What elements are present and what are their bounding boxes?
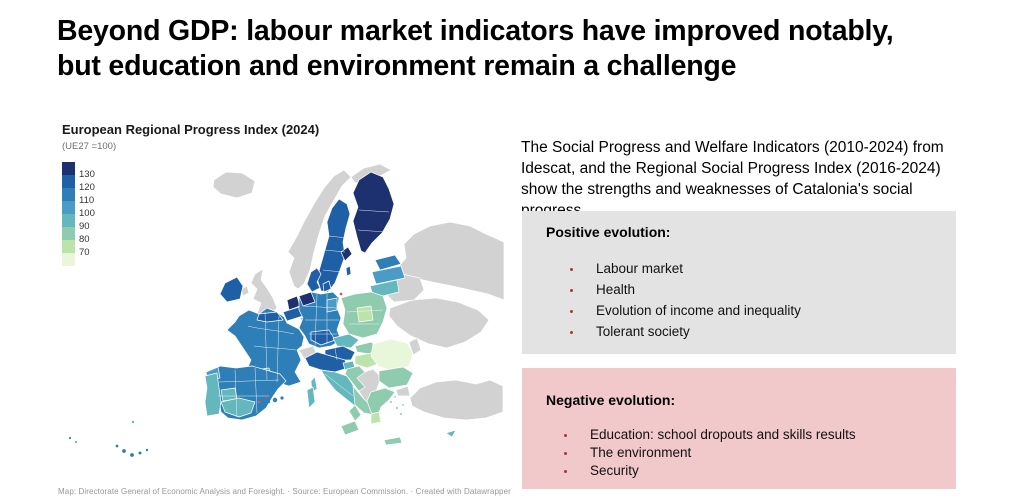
map-region-greek-islands xyxy=(394,396,396,398)
map-region-russia xyxy=(393,221,505,301)
map-region-greece xyxy=(366,387,396,419)
map-region-canary-islands xyxy=(122,449,126,453)
map-internal-borders xyxy=(218,209,390,418)
map-region-portugal xyxy=(204,372,222,417)
map-region-greece-south xyxy=(370,411,382,425)
map-region-estonia xyxy=(374,254,402,271)
list-item: Education: school dropouts and skills re… xyxy=(577,426,936,444)
map-region-sweden-stockholm xyxy=(340,246,353,262)
legend-swatch xyxy=(62,162,75,175)
map-region-denmark xyxy=(306,267,322,293)
map-region-northern-ireland xyxy=(240,285,250,297)
map-region-sardinia xyxy=(306,386,316,409)
legend-swatch xyxy=(62,253,75,266)
map-marker-dot xyxy=(264,395,268,399)
map-region-uk xyxy=(250,268,278,317)
legend-swatch xyxy=(62,227,75,240)
map-region-norway xyxy=(287,169,352,290)
map-subtitle: (UE27 =100) xyxy=(62,141,117,152)
map-region-greek-islands xyxy=(396,407,398,409)
map-region-greek-islands xyxy=(400,413,402,415)
map-region-canary-islands xyxy=(115,444,119,448)
map-region-balearic-islands xyxy=(267,400,271,404)
map-region-croatia xyxy=(344,365,366,392)
negative-evolution-list: Education: school dropouts and skills re… xyxy=(546,426,936,481)
map-region-iceland xyxy=(212,171,256,199)
map-title: European Regional Progress Index (2024) xyxy=(62,122,320,137)
map-region-sicily xyxy=(340,420,360,436)
map-region-crete xyxy=(383,436,403,446)
map-region-germany-northwest xyxy=(298,291,316,307)
map-region-romania xyxy=(370,338,414,372)
intro-paragraph: The Social Progress and Welfare Indicato… xyxy=(521,138,944,220)
legend-tick: 100 xyxy=(79,208,95,219)
legend-swatch xyxy=(62,201,75,214)
legend-swatch xyxy=(62,188,75,201)
list-item: Labour market xyxy=(583,258,936,279)
page-title-line-1: Beyond GDP: labour market indicators hav… xyxy=(57,15,894,47)
map-marker-dot xyxy=(339,292,343,296)
map-attribution: Map: Directorate General of Economic Ana… xyxy=(58,487,511,496)
legend-tick: 70 xyxy=(79,247,90,258)
positive-evolution-heading: Positive evolution: xyxy=(546,224,671,240)
map-marker-dot xyxy=(257,400,261,404)
negative-evolution-box: Negative evolution: Education: school dr… xyxy=(522,368,956,489)
map-color-legend: 130 120 110 100 90 80 70 xyxy=(62,162,122,268)
map-region-spain-andalusia xyxy=(220,397,256,418)
map-region-madeira xyxy=(131,420,135,424)
map-region-denmark-islands xyxy=(322,280,332,293)
list-item: Evolution of income and inequality xyxy=(583,300,936,321)
legend-swatch xyxy=(62,240,75,253)
positive-evolution-list: Labour market Health Evolution of income… xyxy=(546,258,936,342)
legend-tick: 130 xyxy=(79,169,95,180)
map-region-ireland xyxy=(219,276,244,303)
list-item: Tolerant society xyxy=(583,321,936,342)
map-figure: European Regional Progress Index (2024) … xyxy=(58,122,510,494)
map-region-sweden xyxy=(316,198,351,293)
map-region-poland-center xyxy=(356,305,374,323)
map-region-germany-east xyxy=(326,297,338,313)
map-region-finland xyxy=(352,171,395,254)
map-region-czechia xyxy=(332,333,360,349)
map-region-canary-islands xyxy=(145,448,149,452)
list-item: Security xyxy=(577,462,936,480)
map-region-cyprus xyxy=(445,429,457,438)
map-region-canary-islands xyxy=(138,451,142,455)
map-region-greek-islands xyxy=(402,404,404,406)
map-region-azores xyxy=(68,436,72,440)
list-item: Health xyxy=(583,279,936,300)
positive-evolution-box: Positive evolution: Labour market Health… xyxy=(522,211,956,354)
page-title: Beyond GDP: labour market indicators hav… xyxy=(57,14,992,84)
map-region-gotland xyxy=(345,265,352,277)
map-region-latvia xyxy=(371,265,406,285)
map-region-turkey-thrace xyxy=(395,385,411,397)
map-region-balearic-islands xyxy=(280,396,284,400)
page-title-line-2: but education and environment remain a c… xyxy=(57,49,737,82)
map-region-france-north xyxy=(256,311,284,323)
legend-tick: 80 xyxy=(79,234,90,245)
list-item: The environment xyxy=(577,444,936,462)
legend-tick: 110 xyxy=(79,195,95,206)
legend-swatch xyxy=(62,214,75,227)
map-region-canary-islands xyxy=(130,453,134,457)
legend-tick: 120 xyxy=(79,182,95,193)
map-region-azores xyxy=(75,441,77,443)
map-region-bulgaria xyxy=(378,366,414,389)
negative-evolution-heading: Negative evolution: xyxy=(546,392,676,408)
map-region-turkey xyxy=(409,379,504,421)
map-region-balearic-islands xyxy=(272,397,278,403)
legend-swatch xyxy=(62,175,75,188)
europe-choropleth-map xyxy=(68,163,505,457)
map-region-greek-islands xyxy=(390,401,392,403)
legend-tick: 90 xyxy=(79,221,90,232)
map-region-ukraine xyxy=(388,297,490,349)
